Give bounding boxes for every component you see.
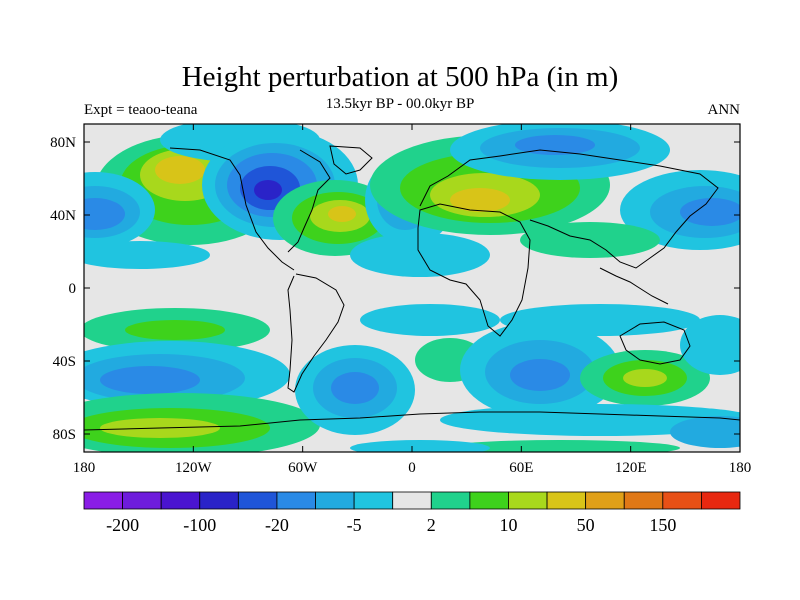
colorbar-swatch xyxy=(122,491,162,510)
contour-region xyxy=(125,320,225,340)
contour-region xyxy=(500,304,700,336)
contour-region xyxy=(84,241,210,269)
contour-region xyxy=(84,198,125,230)
colorbar-label: -20 xyxy=(265,515,289,535)
latitude-axis: 80N 40N 0 40S 80S xyxy=(50,135,740,443)
colorbar-swatch xyxy=(585,491,625,510)
lon-tick-label: 60W xyxy=(288,460,318,476)
colorbar-swatch xyxy=(160,491,201,510)
lon-tick-label: 60E xyxy=(509,460,533,476)
lon-tick-label: 180 xyxy=(73,460,96,476)
contour-region xyxy=(450,188,510,212)
colorbar-swatch xyxy=(83,491,123,510)
coastlines xyxy=(84,145,740,431)
colorbar-swatch xyxy=(392,491,432,510)
lat-tick-label: 40S xyxy=(53,354,76,370)
subtitle: 13.5kyr BP - 00.0kyr BP xyxy=(325,96,475,112)
colorbar-swatch xyxy=(469,491,509,510)
contour-region xyxy=(440,440,680,452)
contour-region xyxy=(350,440,490,452)
contour-region xyxy=(331,372,379,404)
colorbar-label: -100 xyxy=(183,515,216,535)
colorbar-swatch xyxy=(430,491,471,510)
lon-tick-label: 120E xyxy=(615,460,647,476)
contour-map xyxy=(84,124,740,452)
lon-tick-label: 120W xyxy=(175,460,213,476)
period-label: ANN xyxy=(707,102,741,118)
contour-region xyxy=(680,315,740,375)
lat-tick-label: 0 xyxy=(69,281,77,297)
colorbar-swatch xyxy=(315,491,355,510)
colorbar-label: 2 xyxy=(427,515,436,535)
colorbar-label: -200 xyxy=(106,515,139,535)
colorbar-swatch xyxy=(546,491,587,510)
colorbar-swatch xyxy=(237,491,278,510)
colorbar-swatch xyxy=(701,491,741,510)
nh-features xyxy=(84,124,740,277)
contour-region xyxy=(100,366,200,394)
colorbar-swatch xyxy=(508,491,548,510)
lat-tick-label: 80S xyxy=(53,427,76,443)
lon-tick-label: 180 xyxy=(729,460,752,476)
contour-region xyxy=(328,206,356,222)
contour-region xyxy=(623,369,667,387)
colorbar-label: 150 xyxy=(649,515,676,535)
colorbar-swatch xyxy=(623,491,664,510)
contour-region xyxy=(670,416,740,448)
contour-region xyxy=(510,359,570,391)
colorbar-swatch xyxy=(662,491,702,510)
colorbar-label: 10 xyxy=(499,515,517,535)
colorbar-swatch xyxy=(276,491,316,510)
longitude-axis: 180 120W 60W 0 60E 120E 180 xyxy=(73,124,752,476)
colorbar-swatch xyxy=(353,491,394,510)
contour-region xyxy=(680,198,740,226)
lon-tick-label: 0 xyxy=(408,460,416,476)
colorbar: -200 -100 -20 -5 2 10 50 150 xyxy=(83,491,741,535)
colorbar-label: -5 xyxy=(347,515,362,535)
experiment-label: Expt = teaoo-teana xyxy=(84,102,198,118)
contour-region xyxy=(515,135,595,155)
lat-tick-label: 40N xyxy=(50,208,76,224)
chart-title: Height perturbation at 500 hPa (in m) xyxy=(181,61,619,93)
contour-region xyxy=(155,156,205,184)
contour-region xyxy=(254,180,282,200)
contour-region xyxy=(350,233,490,277)
colorbar-label: 50 xyxy=(577,515,595,535)
colorbar-swatch xyxy=(199,491,239,510)
contour-region xyxy=(360,304,500,336)
lat-tick-label: 80N xyxy=(50,135,76,151)
